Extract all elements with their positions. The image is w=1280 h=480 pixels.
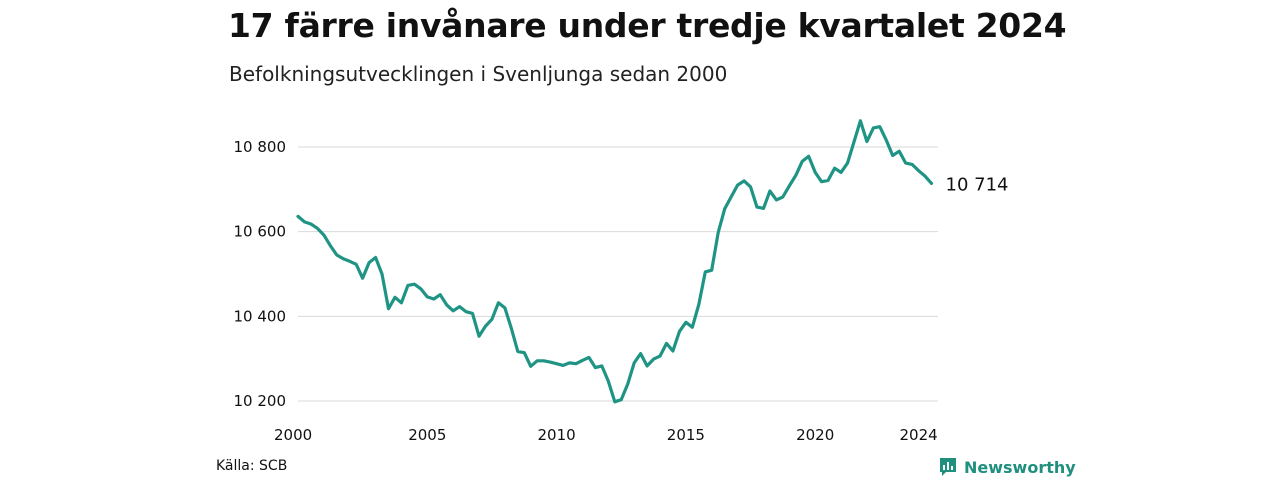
y-tick-label-10400: 10 400 (234, 307, 287, 325)
x-tick-label-2015: 2015 (667, 426, 705, 444)
y-tick-label-10800: 10 800 (234, 138, 287, 156)
end-label-layer: 10 714 (946, 174, 1009, 195)
chart-subtitle: Befolkningsutvecklingen i Svenljunga sed… (229, 62, 728, 86)
series-layer (296, 119, 934, 404)
line-chart: 10 200 10 400 10 600 10 800 2000 2005 2010 201… (234, 119, 1009, 444)
x-tick-label-2020: 2020 (796, 426, 834, 444)
y-tick-label-10200: 10 200 (234, 392, 287, 410)
newsworthy-logo-icon (940, 458, 956, 476)
x-tick-label-2005: 2005 (408, 426, 446, 444)
x-tick-label-2010: 2010 (537, 426, 575, 444)
y-axis-ticks: 10 200 10 400 10 600 10 800 (234, 138, 287, 410)
gridlines (298, 146, 938, 402)
x-axis-ticks: 2000 2005 2010 2015 2020 2024 (274, 426, 938, 444)
x-tick-label-2024: 2024 (900, 426, 938, 444)
y-tick-label-10600: 10 600 (234, 223, 287, 241)
source-note: Källa: SCB (216, 458, 288, 474)
brand-name: Newsworthy (964, 457, 1076, 477)
x-tick-label-2000: 2000 (274, 426, 312, 444)
brand-logo[interactable]: Newsworthy (938, 456, 1076, 478)
end-value-label: 10 714 (946, 174, 1009, 195)
chart-title: 17 färre invånare under tredje kvartalet… (228, 6, 1067, 45)
population-line (296, 119, 934, 404)
